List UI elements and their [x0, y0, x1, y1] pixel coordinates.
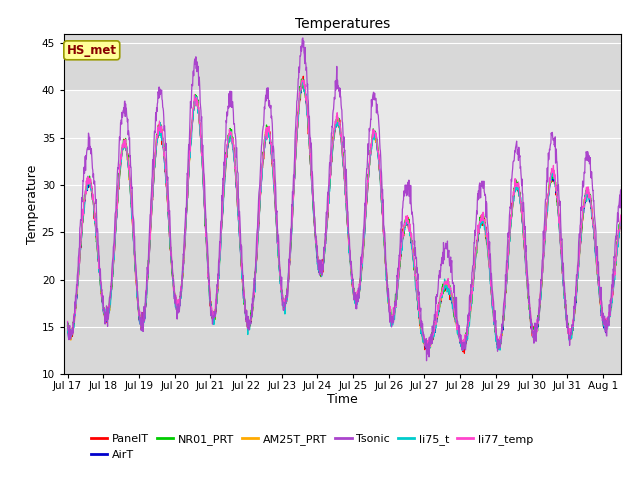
- NR01_PRT: [611, 274, 618, 279]
- AirT: [425, 346, 433, 352]
- NR01_PRT: [330, 129, 338, 134]
- li75_t: [298, 79, 306, 84]
- Y-axis label: Temperature: Temperature: [26, 164, 39, 244]
- NR01_PRT: [319, 260, 327, 265]
- li77_temp: [319, 258, 327, 264]
- NR01_PRT: [150, 162, 158, 168]
- Tsonic: [319, 256, 327, 262]
- Bar: [64, 90, 621, 232]
- li75_t: [150, 167, 158, 172]
- AirT: [300, 80, 308, 85]
- AirT: [330, 135, 338, 141]
- li77_temp: [330, 127, 338, 132]
- Line: NR01_PRT: NR01_PRT: [68, 79, 621, 349]
- Line: PanelT: PanelT: [68, 76, 621, 353]
- NR01_PRT: [298, 76, 305, 82]
- Tsonic: [617, 187, 625, 192]
- AM25T_PRT: [64, 324, 72, 329]
- AirT: [476, 226, 483, 232]
- li75_t: [556, 236, 564, 242]
- li77_temp: [64, 319, 72, 324]
- Line: Tsonic: Tsonic: [68, 38, 621, 361]
- AirT: [617, 216, 625, 222]
- Tsonic: [556, 201, 564, 207]
- li75_t: [611, 270, 618, 276]
- Line: li77_temp: li77_temp: [68, 79, 621, 351]
- PanelT: [617, 223, 625, 228]
- Line: li75_t: li75_t: [68, 82, 621, 351]
- li77_temp: [617, 212, 625, 218]
- Tsonic: [330, 100, 338, 106]
- AM25T_PRT: [298, 77, 306, 83]
- AirT: [611, 275, 618, 281]
- Tsonic: [611, 255, 618, 261]
- Tsonic: [476, 183, 483, 189]
- li75_t: [617, 216, 625, 221]
- AirT: [556, 235, 564, 241]
- li77_temp: [299, 76, 307, 82]
- Tsonic: [64, 320, 72, 325]
- NR01_PRT: [617, 215, 625, 221]
- li75_t: [64, 324, 72, 330]
- li77_temp: [424, 348, 432, 354]
- li75_t: [319, 258, 327, 264]
- li77_temp: [150, 164, 158, 170]
- NR01_PRT: [495, 346, 502, 352]
- PanelT: [300, 73, 307, 79]
- li77_temp: [476, 223, 483, 229]
- Text: HS_met: HS_met: [67, 44, 116, 57]
- Tsonic: [150, 138, 158, 144]
- AM25T_PRT: [476, 225, 483, 231]
- AM25T_PRT: [556, 236, 564, 242]
- NR01_PRT: [475, 231, 483, 237]
- AM25T_PRT: [319, 259, 327, 265]
- AM25T_PRT: [617, 217, 625, 223]
- Tsonic: [299, 35, 307, 41]
- li77_temp: [556, 239, 564, 244]
- Legend: PanelT, AirT, NR01_PRT, AM25T_PRT, Tsonic, li75_t, li77_temp: PanelT, AirT, NR01_PRT, AM25T_PRT, Tsoni…: [86, 430, 538, 464]
- Line: AM25T_PRT: AM25T_PRT: [68, 80, 621, 350]
- PanelT: [461, 350, 468, 356]
- AM25T_PRT: [611, 274, 618, 280]
- AM25T_PRT: [330, 136, 338, 142]
- X-axis label: Time: Time: [327, 393, 358, 406]
- li75_t: [330, 134, 338, 140]
- NR01_PRT: [64, 323, 72, 328]
- li75_t: [424, 348, 431, 354]
- NR01_PRT: [556, 232, 564, 238]
- PanelT: [611, 271, 618, 276]
- PanelT: [330, 129, 338, 134]
- AirT: [319, 261, 327, 267]
- PanelT: [319, 258, 327, 264]
- PanelT: [476, 226, 483, 231]
- AirT: [64, 325, 72, 331]
- PanelT: [150, 172, 158, 178]
- AM25T_PRT: [150, 170, 158, 176]
- Tsonic: [422, 358, 430, 364]
- AirT: [150, 171, 158, 177]
- AM25T_PRT: [459, 347, 467, 353]
- PanelT: [64, 324, 72, 329]
- Line: AirT: AirT: [68, 83, 621, 349]
- li77_temp: [611, 271, 618, 277]
- li75_t: [476, 226, 483, 231]
- PanelT: [556, 238, 564, 243]
- Title: Temperatures: Temperatures: [295, 17, 390, 31]
